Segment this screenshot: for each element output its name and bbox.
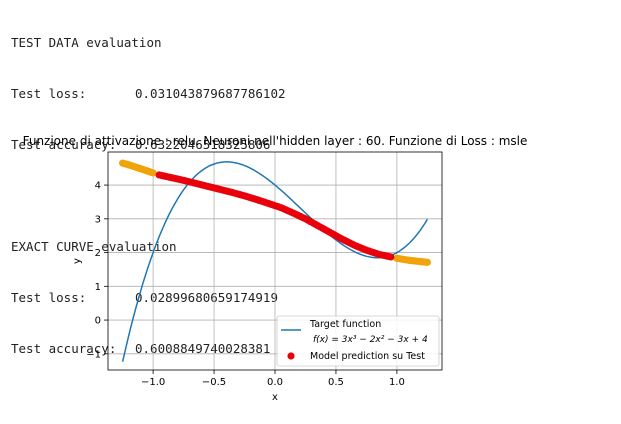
y-axis-label: y bbox=[72, 258, 83, 264]
train-prediction-point bbox=[149, 169, 157, 177]
x-axis-label: x bbox=[272, 392, 278, 403]
test-accuracy-value: 0.6322046518325806 bbox=[135, 137, 271, 152]
chart-title: Funzione di attivazione : relu. Neuroni … bbox=[22, 134, 528, 148]
legend-formula: f(x) = 3x³ − 2x² − 3x + 4 bbox=[313, 335, 428, 345]
y-tick-label: 2 bbox=[95, 248, 101, 259]
curve-accuracy-label: Test accuracy: bbox=[11, 341, 117, 356]
legend-dot-swatch bbox=[287, 352, 295, 360]
test-loss-row: Test loss: 0.031043879687786102 bbox=[11, 85, 286, 102]
test-prediction-point bbox=[387, 253, 395, 261]
x-tick-label: −1.0 bbox=[141, 377, 165, 388]
test-accuracy-label: Test accuracy: bbox=[11, 137, 117, 152]
test-loss-value: 0.031043879687786102 bbox=[135, 86, 286, 101]
legend-box bbox=[276, 315, 440, 367]
console-output: TEST DATA evaluation Test loss: 0.0310438… bbox=[11, 0, 286, 374]
x-tick-label: 0.5 bbox=[328, 377, 344, 388]
legend-label-target: Target function bbox=[309, 319, 381, 330]
test-eval-header: TEST DATA evaluation bbox=[11, 35, 162, 50]
y-tick-label: 1 bbox=[95, 282, 101, 293]
x-tick-label: −0.5 bbox=[202, 377, 226, 388]
y-tick-label: 0 bbox=[95, 316, 101, 327]
test-accuracy-row: Test accuracy: 0.6322046518325806 bbox=[11, 136, 286, 153]
curve-loss-value: 0.02899680659174919 bbox=[135, 290, 278, 305]
curve-accuracy-row: Test accuracy: 0.6008849740028381 bbox=[11, 340, 286, 357]
train-prediction-point bbox=[423, 258, 431, 266]
y-tick-label: 3 bbox=[95, 214, 101, 225]
y-tick-label: −1 bbox=[86, 349, 101, 360]
y-tick-label: 4 bbox=[95, 181, 101, 192]
legend-label-prediction: Model prediction su Test bbox=[310, 351, 425, 362]
x-tick-label: 0.0 bbox=[267, 377, 283, 388]
test-loss-label: Test loss: bbox=[11, 86, 87, 101]
curve-accuracy-value: 0.6008849740028381 bbox=[135, 341, 271, 356]
target-function-line bbox=[121, 161, 429, 362]
curve-eval-header: EXACT CURVE evaluation bbox=[11, 239, 177, 254]
curve-loss-row: Test loss: 0.02899680659174919 bbox=[11, 289, 286, 306]
curve-loss-label: Test loss: bbox=[11, 290, 87, 305]
x-tick-label: 1.0 bbox=[389, 377, 405, 388]
